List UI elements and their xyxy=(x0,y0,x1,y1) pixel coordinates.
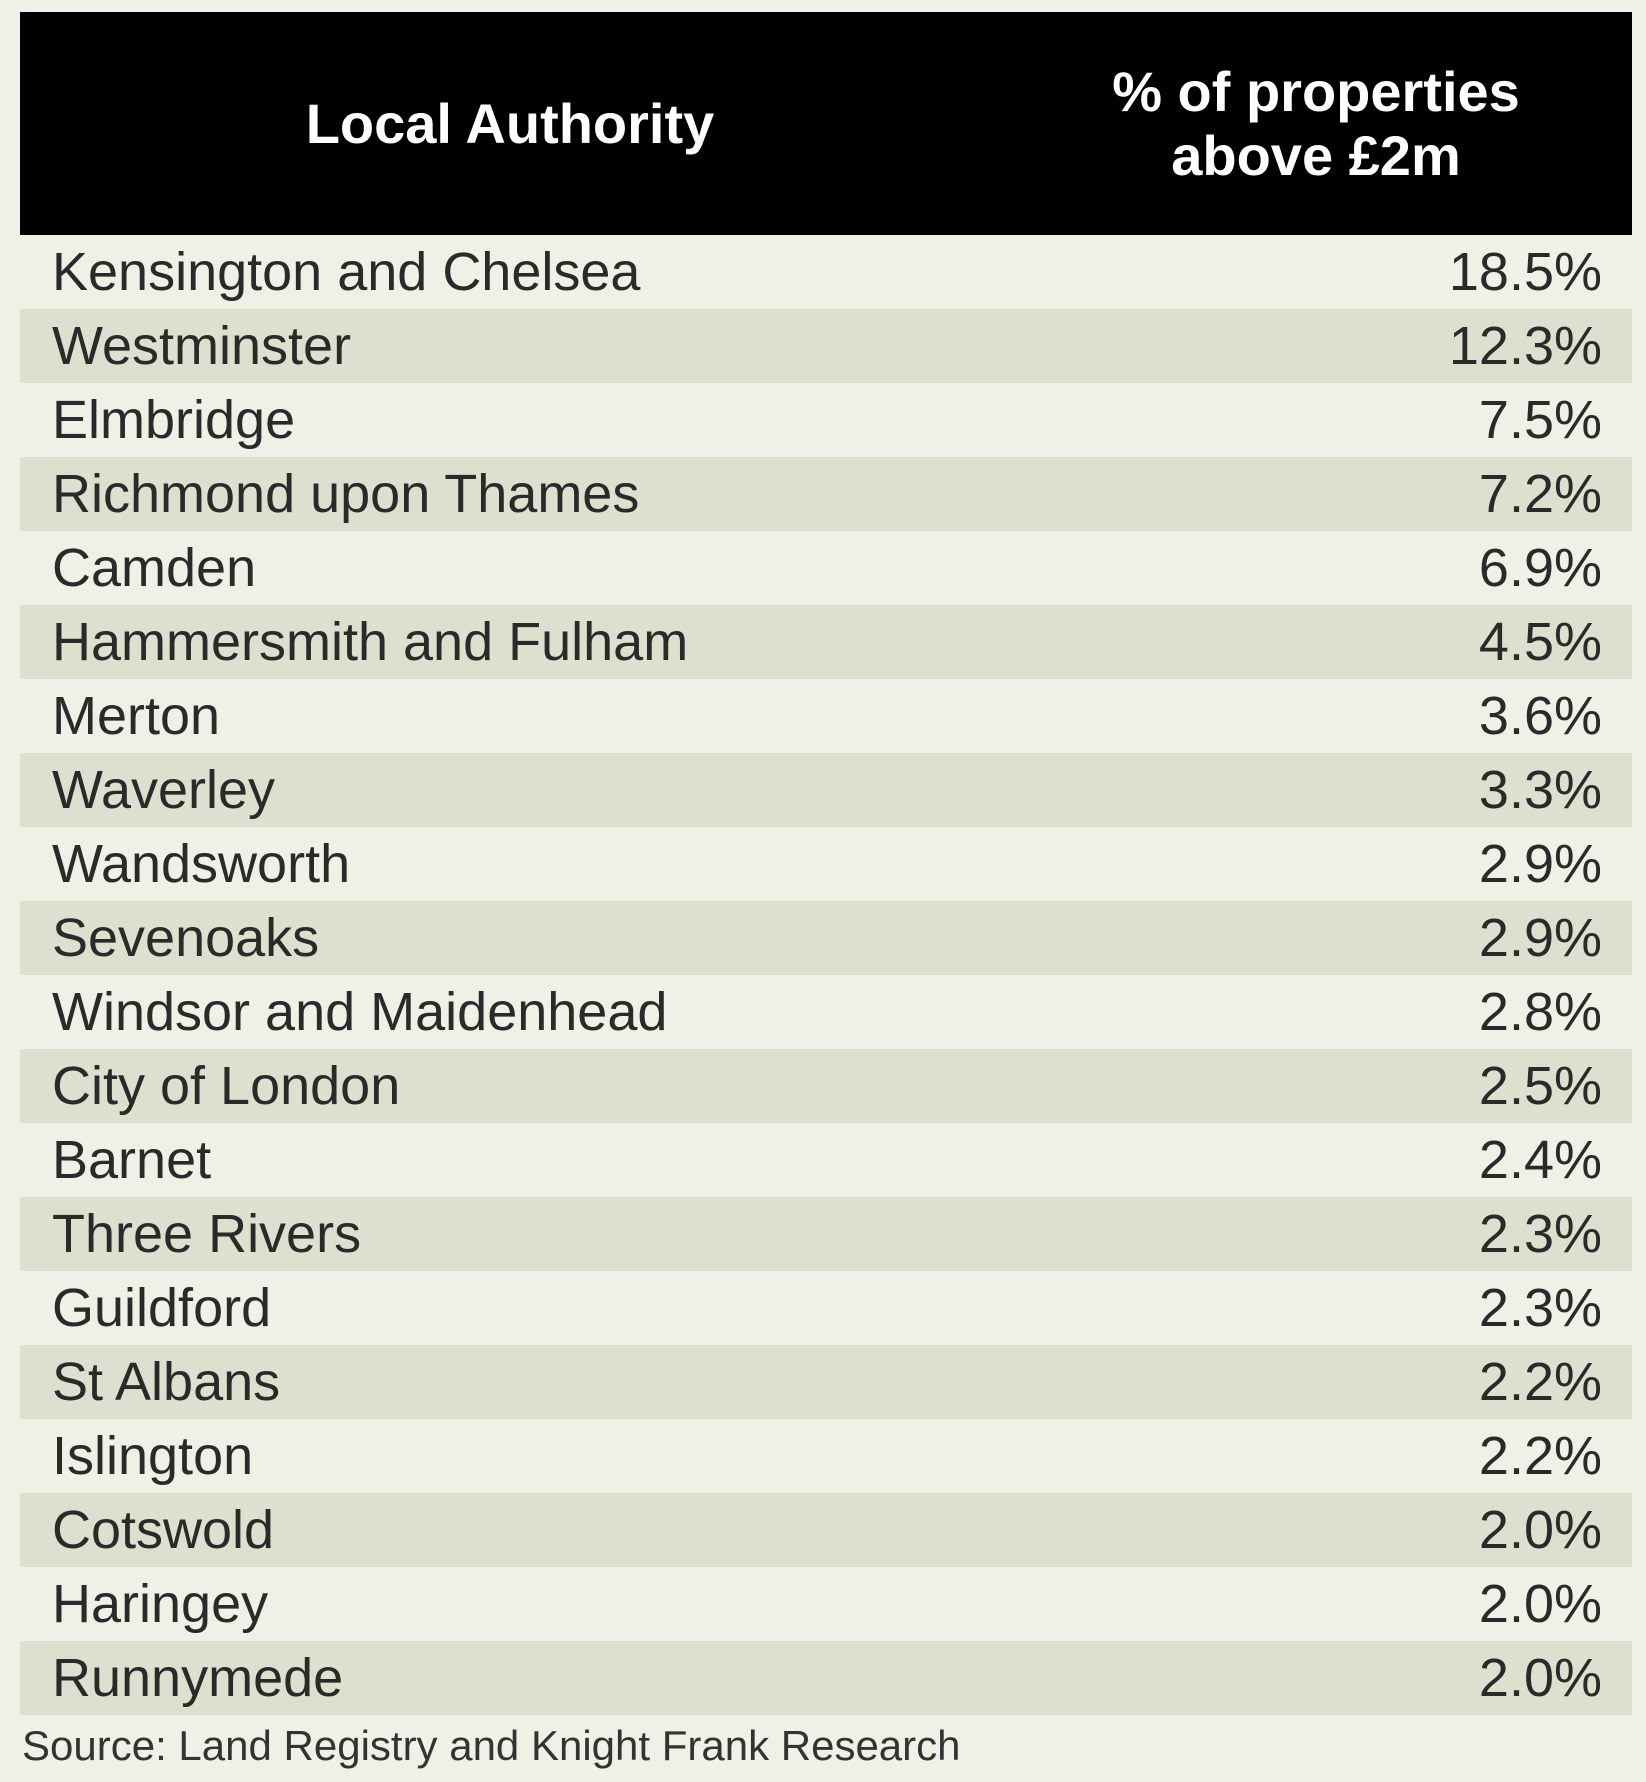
percent-value-cell: 2.0% xyxy=(1478,1648,1602,1708)
table-row: Hammersmith and Fulham 4.5% xyxy=(20,605,1632,679)
table-row: Barnet 2.4% xyxy=(20,1123,1632,1197)
local-authority-cell: City of London xyxy=(52,1056,401,1116)
header-percent-line1: % of properties xyxy=(1112,59,1520,123)
data-table: Local Authority % of properties above £2… xyxy=(20,12,1632,1715)
table-row: St Albans 2.2% xyxy=(20,1345,1632,1419)
percent-value-cell: 3.3% xyxy=(1478,760,1602,820)
percent-value-cell: 2.3% xyxy=(1478,1278,1602,1338)
table-row: Three Rivers 2.3% xyxy=(20,1197,1632,1271)
table-row: Islington 2.2% xyxy=(20,1419,1632,1493)
table-row: Runnymede 2.0% xyxy=(20,1641,1632,1715)
percent-value-cell: 4.5% xyxy=(1478,612,1602,672)
local-authority-cell: Waverley xyxy=(52,760,276,820)
header-percent-line2: above £2m xyxy=(1171,123,1461,187)
table-row: Waverley 3.3% xyxy=(20,753,1632,827)
percent-value-cell: 18.5% xyxy=(1448,242,1602,302)
table-row: Cotswold 2.0% xyxy=(20,1493,1632,1567)
header-percent-above-2m: % of properties above £2m xyxy=(1000,12,1632,235)
header-local-authority: Local Authority xyxy=(305,92,715,155)
local-authority-cell: Elmbridge xyxy=(52,390,296,450)
local-authority-cell: Runnymede xyxy=(52,1648,344,1708)
local-authority-cell: Kensington and Chelsea xyxy=(52,242,641,302)
local-authority-cell: Merton xyxy=(52,686,221,746)
percent-value-cell: 2.9% xyxy=(1478,834,1602,894)
local-authority-cell: Richmond upon Thames xyxy=(52,464,640,524)
local-authority-cell: Cotswold xyxy=(52,1500,275,1560)
percent-value-cell: 2.4% xyxy=(1478,1130,1602,1190)
table-row: Sevenoaks 2.9% xyxy=(20,901,1632,975)
local-authority-cell: Hammersmith and Fulham xyxy=(52,612,689,672)
percent-value-cell: 3.6% xyxy=(1478,686,1602,746)
table-row: Windsor and Maidenhead 2.8% xyxy=(20,975,1632,1049)
local-authority-cell: Camden xyxy=(52,538,257,598)
percent-value-cell: 2.8% xyxy=(1478,982,1602,1042)
local-authority-cell: Islington xyxy=(52,1426,254,1486)
local-authority-cell: St Albans xyxy=(52,1352,281,1412)
local-authority-cell: Windsor and Maidenhead xyxy=(52,982,668,1042)
local-authority-cell: Haringey xyxy=(52,1574,269,1634)
table-row: Richmond upon Thames 7.2% xyxy=(20,457,1632,531)
percent-value-cell: 2.3% xyxy=(1478,1204,1602,1264)
table-row: Haringey 2.0% xyxy=(20,1567,1632,1641)
percent-value-cell: 7.2% xyxy=(1478,464,1602,524)
local-authority-cell: Three Rivers xyxy=(52,1204,362,1264)
percent-value-cell: 2.0% xyxy=(1478,1500,1602,1560)
local-authority-cell: Barnet xyxy=(52,1130,212,1190)
percent-value-cell: 2.5% xyxy=(1478,1056,1602,1116)
percent-value-cell: 12.3% xyxy=(1448,316,1602,376)
table-row: Elmbridge 7.5% xyxy=(20,383,1632,457)
table-row: Kensington and Chelsea 18.5% xyxy=(20,235,1632,309)
local-authority-cell: Sevenoaks xyxy=(52,908,320,968)
table-row: Guildford 2.3% xyxy=(20,1271,1632,1345)
percent-value-cell: 6.9% xyxy=(1478,538,1602,598)
local-authority-cell: Guildford xyxy=(52,1278,272,1338)
percent-value-cell: 2.2% xyxy=(1478,1426,1602,1486)
table-header: Local Authority % of properties above £2… xyxy=(20,12,1632,235)
local-authority-cell: Wandsworth xyxy=(52,834,351,894)
table-row: Camden 6.9% xyxy=(20,531,1632,605)
table-row: Merton 3.6% xyxy=(20,679,1632,753)
table-row: City of London 2.5% xyxy=(20,1049,1632,1123)
source-note: Source: Land Registry and Knight Frank R… xyxy=(22,1722,961,1769)
table-body: Kensington and Chelsea 18.5% Westminster 12… xyxy=(20,235,1632,1715)
percent-value-cell: 2.9% xyxy=(1478,908,1602,968)
table-row: Westminster 12.3% xyxy=(20,309,1632,383)
percent-value-cell: 2.2% xyxy=(1478,1352,1602,1412)
local-authority-cell: Westminster xyxy=(52,316,352,376)
percent-value-cell: 7.5% xyxy=(1478,390,1602,450)
table-row: Wandsworth 2.9% xyxy=(20,827,1632,901)
percent-value-cell: 2.0% xyxy=(1478,1574,1602,1634)
